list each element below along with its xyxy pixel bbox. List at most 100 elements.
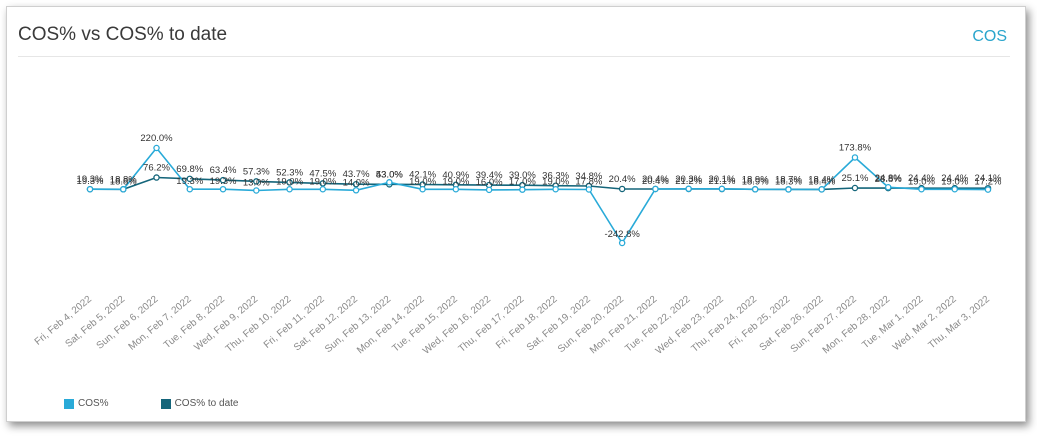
data-label-cos: 220.0% bbox=[140, 133, 173, 144]
data-label-cos-to-date: 25.1% bbox=[841, 173, 868, 184]
data-label-cos: 28.8% bbox=[875, 174, 902, 185]
legend-label-cos-to-date: COS% to date bbox=[174, 398, 239, 409]
data-point-cos bbox=[918, 186, 925, 193]
data-label-cos-to-date: 24.4% bbox=[908, 173, 935, 184]
data-label-cos-to-date: 42.1% bbox=[409, 170, 436, 181]
data-point-cos bbox=[253, 187, 260, 194]
data-point-cos bbox=[652, 185, 659, 193]
data-point-cos bbox=[86, 185, 94, 193]
data-point-cos-to-date bbox=[286, 179, 293, 186]
data-point-cos bbox=[485, 186, 493, 194]
chart-legend: COS% COS% to date bbox=[64, 398, 238, 409]
data-point-cos-to-date bbox=[851, 184, 859, 192]
data-label-cos-to-date: 69.8% bbox=[176, 164, 203, 175]
legend-label-cos: COS% bbox=[78, 398, 109, 409]
data-point-cos bbox=[851, 154, 859, 161]
data-label-cos-to-date: 24.8% bbox=[875, 173, 902, 184]
data-label-cos: 18.8% bbox=[110, 176, 137, 187]
data-label-cos-to-date: 47.5% bbox=[309, 168, 336, 179]
data-label-cos-to-date: 63.4% bbox=[210, 165, 237, 176]
data-point-cos bbox=[386, 179, 393, 186]
data-label-cos-to-date: 43.0% bbox=[376, 169, 403, 180]
data-label-cos-to-date: 20.3% bbox=[675, 174, 702, 185]
data-label-cos: 53.0% bbox=[376, 169, 403, 180]
data-label-cos-to-date: 43.7% bbox=[343, 169, 370, 180]
data-label-cos-to-date: 20.1% bbox=[708, 174, 735, 185]
legend-item-cos[interactable]: COS% bbox=[64, 398, 109, 409]
data-point-cos bbox=[984, 186, 992, 193]
data-label-cos: -242.8% bbox=[604, 229, 640, 240]
data-label-cos: 18.9% bbox=[742, 176, 769, 187]
data-label-cos-to-date: 39.0% bbox=[509, 170, 536, 181]
data-point-cos bbox=[352, 187, 360, 194]
x-tick-label: Thu, Mar 3, 2022 bbox=[927, 294, 993, 352]
data-label-cos-to-date: 34.8% bbox=[575, 171, 602, 182]
data-point-cos bbox=[818, 186, 825, 193]
data-label-cos: 19.3% bbox=[77, 176, 104, 187]
data-point-cos bbox=[618, 239, 626, 247]
data-point-cos bbox=[319, 186, 327, 193]
data-point-cos-to-date bbox=[319, 180, 327, 187]
data-point-cos bbox=[718, 185, 726, 193]
legend-swatch-cos-to-date bbox=[160, 398, 171, 409]
data-label-cos-to-date: 20.4% bbox=[642, 174, 669, 185]
data-point-cos-to-date bbox=[352, 180, 360, 188]
data-label-cos-to-date: 18.4% bbox=[808, 174, 835, 185]
data-label-cos: 21.1% bbox=[708, 176, 735, 187]
data-label-cos: 20.4% bbox=[642, 176, 669, 187]
data-point-cos bbox=[219, 185, 227, 193]
chart-frame bbox=[6, 6, 1026, 422]
data-point-cos-to-date bbox=[219, 176, 227, 184]
data-point-cos bbox=[286, 186, 293, 193]
data-label-cos-to-date: 24.1% bbox=[975, 173, 1002, 184]
data-label-cos: 19.0% bbox=[941, 176, 968, 187]
data-label-cos: 13.0% bbox=[243, 177, 270, 188]
data-point-cos bbox=[751, 186, 759, 193]
data-point-cos-to-date bbox=[253, 178, 260, 185]
data-label-cos-to-date: 20.4% bbox=[609, 174, 636, 185]
data-label-cos: 18.4% bbox=[808, 176, 835, 187]
cos-link[interactable]: COS bbox=[972, 28, 1007, 45]
data-point-cos bbox=[685, 185, 692, 193]
data-label-cos-to-date: 40.9% bbox=[442, 170, 469, 181]
data-label-cos-to-date: 39.4% bbox=[476, 170, 503, 181]
data-point-cos bbox=[186, 185, 194, 193]
data-point-cos bbox=[785, 186, 792, 193]
data-label-cos: 21.2% bbox=[675, 176, 702, 187]
series-line-cos bbox=[89, 146, 989, 245]
data-label-cos-to-date: 76.2% bbox=[143, 163, 170, 174]
data-label-cos: 19.0% bbox=[542, 176, 569, 187]
data-point-cos bbox=[419, 186, 426, 193]
data-label-cos: 19.0% bbox=[442, 176, 469, 187]
data-point-cos bbox=[519, 186, 526, 193]
legend-item-cos-to-date[interactable]: COS% to date bbox=[160, 398, 239, 409]
data-label-cos-to-date: 18.7% bbox=[775, 174, 802, 185]
series-line-cos-to-date bbox=[89, 176, 988, 191]
data-label-cos: 17.8% bbox=[575, 177, 602, 188]
data-label-cos-to-date: 19.3% bbox=[77, 174, 104, 185]
data-point-cos-to-date bbox=[186, 175, 194, 183]
data-label-cos-to-date: 18.8% bbox=[110, 174, 137, 185]
data-label-cos: 16.0% bbox=[476, 177, 503, 188]
data-point-cos bbox=[552, 186, 559, 193]
data-label-cos-to-date: 24.4% bbox=[941, 173, 968, 184]
data-label-cos: 173.8% bbox=[839, 142, 872, 153]
data-point-cos bbox=[585, 186, 593, 193]
data-label-cos: 19.0% bbox=[309, 176, 336, 187]
data-label-cos: 14.0% bbox=[343, 177, 370, 188]
data-label-cos: 19.0% bbox=[908, 176, 935, 187]
x-tick-label: Fri, Feb 4, 2022 bbox=[33, 294, 94, 348]
data-label-cos: 18.3% bbox=[775, 176, 802, 187]
data-label-cos: 19.3% bbox=[176, 176, 203, 187]
data-label-cos-to-date: 57.3% bbox=[243, 166, 270, 177]
chart-title: COS% vs COS% to date bbox=[18, 24, 228, 45]
data-label-cos: 17.2% bbox=[975, 177, 1002, 188]
data-point-cos bbox=[884, 183, 892, 191]
data-label-cos: 17.0% bbox=[509, 177, 536, 188]
data-label-cos-to-date: 52.3% bbox=[276, 167, 303, 178]
header-divider bbox=[18, 56, 1010, 57]
data-point-cos bbox=[153, 144, 160, 152]
data-label-cos-to-date: 18.9% bbox=[742, 174, 769, 185]
data-label-cos-to-date: 36.3% bbox=[542, 171, 569, 182]
